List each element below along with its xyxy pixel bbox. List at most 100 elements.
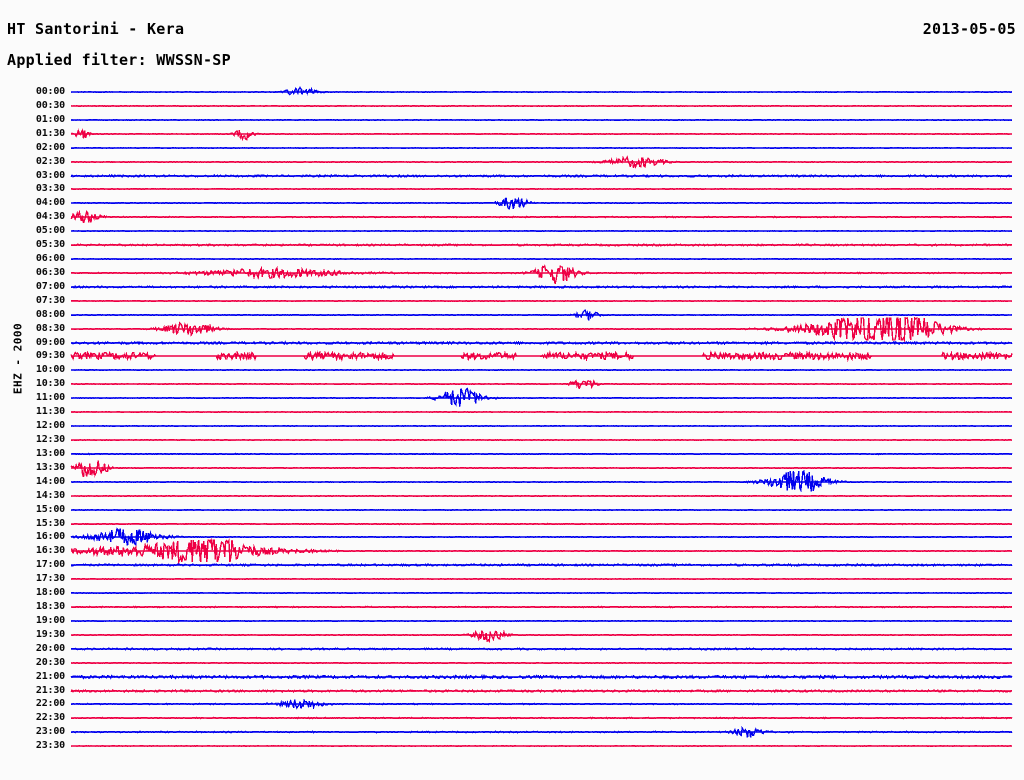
- trace-row: 07:30: [0, 295, 1024, 309]
- trace-row-time-label: 05:30: [35, 239, 65, 251]
- trace-row-time-label: 14:30: [35, 489, 65, 501]
- trace-row-time-label: 04:30: [35, 211, 65, 223]
- trace-row: 18:00: [0, 587, 1024, 601]
- trace-line: [70, 484, 1013, 508]
- trace-row: 10:00: [0, 364, 1024, 378]
- trace-row-time-label: 22:00: [35, 698, 65, 710]
- trace-row: 01:30: [0, 128, 1024, 142]
- trace-row: 08:00: [0, 309, 1024, 323]
- trace-line: [70, 567, 1013, 591]
- trace-row-time-label: 19:30: [35, 628, 65, 640]
- trace-row-time-label: 18:00: [35, 587, 65, 599]
- trace-line: [70, 706, 1013, 730]
- trace-row-time-label: 11:00: [35, 392, 65, 404]
- trace-line: [70, 372, 1013, 396]
- trace-row: 09:30: [0, 350, 1024, 364]
- trace-row: 15:30: [0, 518, 1024, 532]
- trace-row-time-label: 08:30: [35, 322, 65, 334]
- trace-row: 03:30: [0, 183, 1024, 197]
- trace-row: 03:00: [0, 170, 1024, 184]
- trace-row: 01:00: [0, 114, 1024, 128]
- trace-row: 11:00: [0, 387, 1024, 408]
- trace-row-time-label: 18:30: [35, 601, 65, 613]
- trace-row-time-label: 02:00: [35, 141, 65, 153]
- trace-row-time-label: 12:30: [35, 434, 65, 445]
- trace-row: 00:30: [0, 100, 1024, 114]
- trace-line: [70, 386, 1013, 410]
- trace-row-time-label: 04:00: [35, 197, 65, 209]
- trace-row-time-label: 12:00: [35, 420, 65, 432]
- trace-row-time-label: 05:00: [35, 225, 65, 237]
- trace-line: [70, 442, 1013, 466]
- trace-line: [70, 692, 1013, 716]
- trace-row-time-label: 15:30: [35, 517, 65, 529]
- trace-line: [70, 498, 1013, 522]
- trace-line: [70, 80, 1013, 104]
- trace-row: 04:30: [0, 209, 1024, 225]
- trace-row-time-label: 06:30: [35, 266, 65, 278]
- trace-row: 17:30: [0, 573, 1024, 587]
- trace-row-time-label: 23:30: [35, 740, 65, 752]
- trace-row: 00:00: [0, 86, 1024, 100]
- trace-row: 20:00: [0, 643, 1024, 657]
- trace-line: [70, 720, 1013, 744]
- trace-row-time-label: 19:00: [35, 614, 65, 626]
- trace-line: [70, 344, 1013, 368]
- trace-line: [70, 261, 1013, 285]
- trace-row-time-label: 07:00: [35, 280, 65, 292]
- trace-line: [70, 537, 1013, 565]
- trace-row-time-label: 14:00: [35, 475, 65, 487]
- trace-row-time-label: 09:00: [35, 336, 65, 348]
- trace-line: [70, 108, 1013, 132]
- trace-row: 02:00: [0, 142, 1024, 156]
- trace-row-time-label: 23:00: [35, 726, 65, 738]
- trace-line: [70, 150, 1013, 174]
- trace-line: [70, 233, 1013, 257]
- trace-line: [70, 219, 1013, 243]
- trace-row: 06:30: [0, 264, 1024, 285]
- trace-row-time-label: 13:00: [35, 447, 65, 459]
- trace-line: [70, 553, 1013, 577]
- trace-row: 23:30: [0, 740, 1024, 754]
- trace-row-time-label: 16:30: [35, 545, 65, 557]
- trace-line: [70, 734, 1013, 758]
- trace-row: 15:00: [0, 504, 1024, 518]
- trace-row: 19:00: [0, 615, 1024, 629]
- trace-line: [70, 400, 1013, 424]
- trace-line: [70, 469, 1013, 494]
- trace-line: [70, 623, 1013, 647]
- trace-row: 21:30: [0, 685, 1024, 699]
- trace-row: 16:00: [0, 527, 1024, 547]
- trace-row-time-label: 01:00: [35, 113, 65, 125]
- trace-line: [70, 414, 1013, 438]
- trace-row-time-label: 21:00: [35, 670, 65, 682]
- trace-row: 05:30: [0, 239, 1024, 253]
- trace-row-time-label: 09:30: [35, 350, 65, 362]
- trace-row-time-label: 22:30: [35, 712, 65, 724]
- trace-line: [70, 456, 1013, 480]
- trace-line: [70, 289, 1013, 313]
- trace-line: [70, 331, 1013, 355]
- record-date: 2013-05-05: [922, 20, 1016, 38]
- trace-row: 20:30: [0, 657, 1024, 671]
- trace-line: [70, 665, 1013, 689]
- trace-line: [70, 651, 1013, 675]
- trace-row: 17:00: [0, 559, 1024, 573]
- trace-line: [70, 303, 1013, 327]
- trace-row: 14:00: [0, 469, 1024, 493]
- trace-row: 21:00: [0, 671, 1024, 685]
- trace-row-time-label: 01:30: [35, 127, 65, 139]
- trace-line: [70, 609, 1013, 633]
- trace-row: 09:00: [0, 337, 1024, 351]
- trace-row-time-label: 02:30: [35, 155, 65, 167]
- trace-line: [70, 512, 1013, 536]
- trace-row-time-label: 06:00: [35, 253, 65, 265]
- trace-row-time-label: 08:00: [35, 308, 65, 320]
- trace-line: [70, 247, 1013, 271]
- trace-line: [70, 205, 1013, 229]
- trace-line: [71, 136, 1013, 160]
- trace-row-time-label: 20:00: [35, 642, 65, 654]
- trace-row: 04:00: [0, 197, 1024, 211]
- trace-row: 02:30: [0, 154, 1024, 170]
- trace-row: 13:30: [0, 460, 1024, 478]
